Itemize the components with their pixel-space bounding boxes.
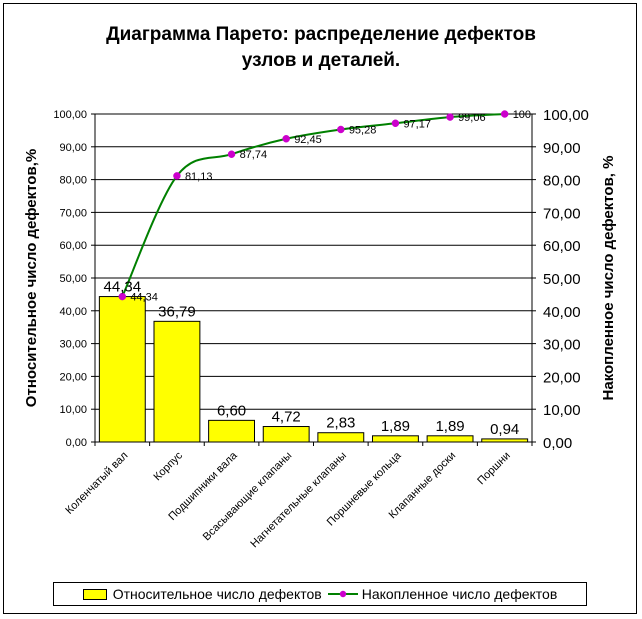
bar-value-label: 1,89: [381, 418, 410, 435]
bar: [153, 320, 201, 443]
bar: [426, 435, 474, 443]
y-left-tick-label: 20,00: [59, 371, 87, 383]
bar: [262, 426, 310, 443]
x-tick-label: Всасывающие клапаны: [201, 450, 295, 544]
x-tick-label: Корпус: [151, 449, 185, 483]
cumulative-value-label: 87,74: [240, 149, 268, 161]
legend-entry-bars: Относительное число дефектов: [82, 586, 322, 602]
chart-title-line-1: Диаграмма Парето: распределение дефектов: [106, 24, 536, 45]
cumulative-line-path: [121, 113, 505, 297]
y-right-tick-label: 0,00: [543, 435, 572, 452]
cumulative-point: [446, 113, 454, 121]
y-left-tick-label: 30,00: [59, 339, 87, 351]
cumulative-point: [337, 125, 345, 134]
x-tick-label: Поршни: [475, 450, 513, 488]
cumulative-value-label: 81,13: [185, 171, 213, 183]
bar: [208, 419, 256, 443]
y-left-tick-label: 10,00: [59, 404, 87, 416]
cumulative-point: [391, 119, 400, 128]
x-tick-label: Нагнетательные клапаны: [248, 450, 349, 551]
bar-value-label: 2,83: [326, 415, 355, 432]
chart-title-line-2: узлов и деталей.: [241, 50, 401, 71]
y-left-tick-label: 40,00: [59, 306, 87, 318]
y-left-tick-label: 70,00: [59, 207, 87, 219]
y-right-tick-label: 100,00: [543, 107, 589, 124]
cumulative-value-label: 44,34: [130, 292, 158, 304]
bar-value-label: 1,89: [435, 418, 464, 435]
cumulative-point: [173, 172, 181, 180]
legend-swatch-line: [327, 590, 358, 598]
cumulative-value-label: 100: [513, 109, 531, 121]
gridlines: [95, 113, 532, 443]
legend-entry-line: Накопленное число дефектов: [322, 586, 558, 602]
cumulative-value-label: 92,45: [294, 134, 322, 146]
y-axis-left-label: Относительное число дефектов,%: [23, 149, 40, 407]
bar-value-label: 6,60: [217, 402, 246, 419]
bar-value-label: 0,94: [490, 421, 519, 438]
cumulative-line: [118, 110, 509, 301]
y-left-tick-label: 60,00: [59, 240, 87, 252]
y-left-tick-label: 100,00: [53, 109, 87, 121]
y-left-tick-label: 50,00: [59, 273, 87, 285]
cumulative-point: [227, 150, 236, 158]
y-left-tick-label: 0,00: [66, 437, 87, 449]
cumulative-value-label: 99,06: [458, 112, 486, 124]
y-left-tick-label: 90,00: [59, 142, 87, 154]
cumulative-point: [118, 292, 127, 301]
chart-title: Диаграмма Парето: распределение дефектов…: [0, 22, 642, 74]
legend-label-bars: Относительное число дефектов: [112, 586, 322, 602]
bar-value-label: 44,34: [104, 279, 142, 296]
y-right-tick-label: 70,00: [543, 205, 581, 222]
legend-swatch-bar: [82, 588, 107, 600]
y-right-tick-label: 40,00: [543, 304, 581, 321]
y-right-tick-label: 30,00: [543, 337, 581, 354]
legend-label-line: Накопленное число дефектов: [361, 586, 558, 602]
bar: [98, 296, 146, 443]
x-tick-label: Коленчатый вал: [63, 450, 130, 517]
bar: [317, 432, 365, 443]
bar-value-label: 36,79: [158, 303, 196, 320]
cumulative-value-label: 95,28: [349, 124, 377, 136]
cumulative-point: [282, 135, 290, 143]
legend: Относительное число дефектов Накопленное…: [53, 582, 587, 606]
y-right-tick-label: 90,00: [543, 140, 581, 157]
y-axis-right-label: Накопленное число дефектов, %: [600, 156, 617, 401]
y-right-tick-label: 60,00: [543, 238, 581, 255]
y-right-tick-label: 80,00: [543, 173, 581, 190]
y-right-tick-label: 20,00: [543, 369, 581, 386]
y-right-tick-label: 50,00: [543, 271, 581, 288]
cumulative-point: [500, 110, 509, 118]
y-right-tick-label: 10,00: [543, 402, 581, 419]
y-left-tick-label: 80,00: [59, 175, 87, 187]
cumulative-value-label: 97,17: [403, 118, 431, 130]
bar: [371, 435, 419, 443]
bar-value-label: 4,72: [272, 409, 301, 426]
